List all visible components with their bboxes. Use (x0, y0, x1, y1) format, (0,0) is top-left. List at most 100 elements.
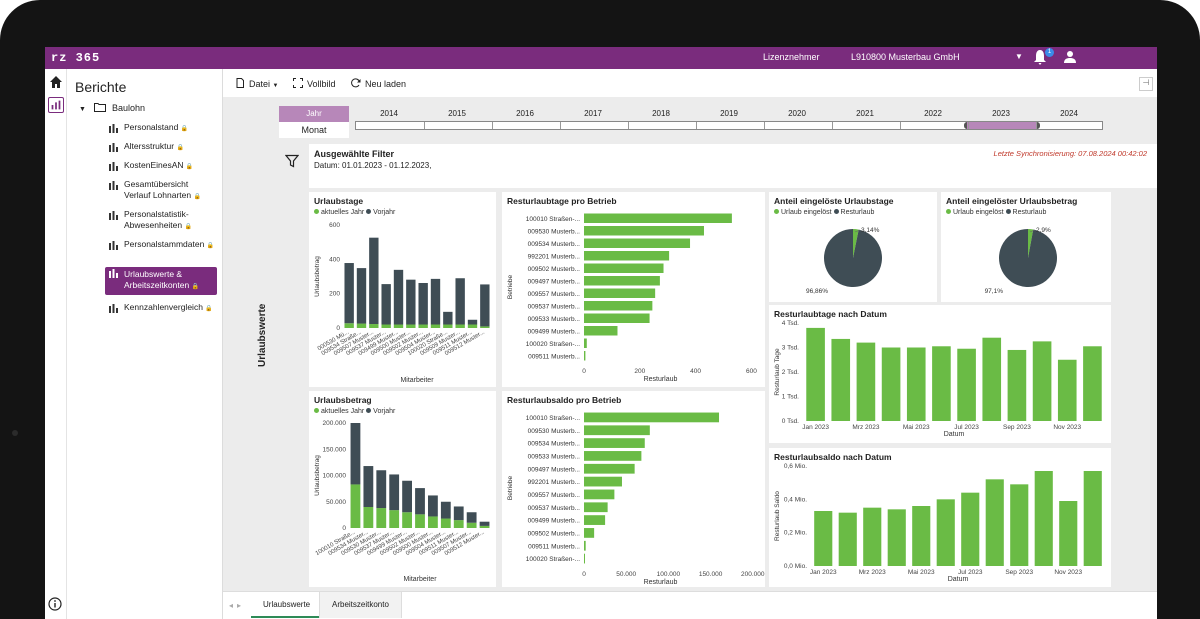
tab-arbeitszeitkonto[interactable]: Arbeitszeitkonto (319, 592, 402, 618)
reload-label: Neu laden (365, 79, 407, 89)
legend-previous: Vorjahr (373, 209, 396, 216)
timeline-slider[interactable] (355, 121, 1103, 130)
bar (584, 463, 635, 474)
fullscreen-button[interactable]: Vollbild (293, 78, 336, 89)
lock-icon: 🔒 (180, 126, 189, 132)
collapse-icon[interactable]: ▼ (79, 106, 86, 113)
timeline-year[interactable]: 2016 (516, 109, 534, 118)
bar-current-year (344, 323, 354, 328)
granularity-year[interactable]: Jahr (279, 106, 349, 122)
bar-current-year (428, 516, 438, 528)
timeline-tick (764, 122, 765, 129)
home-icon[interactable] (49, 75, 63, 89)
sidebar-item-kosteneinesan[interactable]: KostenEinesAN 🔒 (105, 160, 217, 173)
app-logo[interactable]: rz 365 (51, 51, 101, 65)
chart-plot: 100010 Straßen-... 009530 Musterb... 00953… (507, 213, 757, 383)
y-tick-label: 0,6 Mio. (784, 463, 807, 470)
x-tick-label: 600 (746, 368, 757, 375)
timeline-year[interactable]: 2021 (856, 109, 874, 118)
y-tick-label: 009511 Musterb... (528, 353, 580, 360)
y-tick-label: 0 Tsd. (782, 418, 799, 425)
x-tick-label: 50.000 (616, 571, 636, 578)
y-tick-label: 009557 Musterb... (528, 492, 581, 499)
license-dropdown-icon[interactable]: ▼ (1015, 52, 1023, 61)
y-tick-label: 100010 Straßen-... (526, 216, 580, 223)
sidebar-item-urlaubswerte[interactable]: Urlaubswerte & Arbeitszeitkonten 🔒 (105, 267, 217, 295)
granularity-month[interactable]: Monat (279, 122, 349, 138)
pin-icon[interactable]: ⊣ (1139, 77, 1153, 91)
y-tick-label: 150.000 (323, 446, 347, 453)
legend-swatch (946, 209, 951, 214)
fullscreen-label: Vollbild (307, 79, 336, 89)
timeline-year[interactable]: 2014 (380, 109, 398, 118)
timeline-year[interactable]: 2022 (924, 109, 942, 118)
chart-title: Resturlaubsaldo nach Datum (774, 452, 892, 462)
filter-icon[interactable] (285, 154, 299, 168)
user-icon[interactable] (1063, 50, 1077, 64)
timeline-year[interactable]: 2023 (992, 109, 1010, 118)
sidebar-item-label: Personalstammdaten (124, 239, 205, 249)
timeline-year[interactable]: 2017 (584, 109, 602, 118)
timeline-year[interactable]: 2024 (1060, 109, 1078, 118)
legend-swatch (1005, 209, 1011, 214)
chart-resturlaubtage-datum: Resturlaubtage nach Datum 0 Tsd. 1 Tsd. 2 … (769, 305, 1111, 443)
report-tabs: ◂▸ Urlaubswerte Arbeitszeitkonto (223, 591, 1157, 619)
bar (831, 338, 851, 421)
tab-urlaubswerte[interactable]: Urlaubswerte (251, 592, 323, 618)
chart-resturlaubsaldo-betrieb: Resturlaubsaldo pro Betrieb 100010 Straß… (502, 391, 765, 587)
y-tick-label: 009502 Musterb... (528, 266, 581, 273)
y-tick-label: 009499 Musterb... (528, 328, 581, 335)
x-axis-label: Mitarbeiter (400, 377, 434, 384)
y-tick-label: 600 (329, 222, 340, 229)
bar (584, 226, 704, 236)
bar (584, 540, 586, 551)
timeline-year[interactable]: 2020 (788, 109, 806, 118)
bar (584, 412, 720, 423)
chart-urlaubstage: Urlaubstage aktuelles Jahr Vorjahr 0 200 4… (309, 192, 496, 387)
bar-current-year (440, 518, 451, 528)
bar (957, 348, 976, 421)
chart-plot: 0 50.000 100.000 150.000 200.000 Urlaubsbetra… (314, 420, 490, 583)
timeline-year[interactable]: 2015 (448, 109, 466, 118)
chart-title: Urlaubstage (314, 196, 364, 206)
timeline-year[interactable]: 2018 (652, 109, 670, 118)
y-tick-label: 009537 Musterb... (528, 505, 581, 512)
bell-icon[interactable] (1033, 49, 1047, 65)
report-icon (109, 181, 118, 190)
sidebar-item-personalstammdaten[interactable]: Personalstammdaten 🔒 (105, 239, 217, 252)
bar (838, 512, 857, 566)
bar (887, 509, 906, 566)
sidebar-item-personalstatistik[interactable]: Personalstatistik-Abwesenheiten 🔒 (105, 209, 217, 233)
bar (936, 499, 955, 566)
timeline-year[interactable]: 2019 (720, 109, 738, 118)
timeline-selection-handle[interactable] (964, 122, 1040, 129)
sidebar-item-personalstand[interactable]: Personalstand 🔒 (105, 122, 217, 135)
filter-title: Ausgewählte Filter (314, 149, 395, 159)
tree-folder-baulohn[interactable]: ▼ Baulohn (79, 102, 145, 113)
bar (584, 213, 732, 223)
folder-label: Baulohn (111, 103, 145, 113)
legend-swatch (366, 209, 372, 214)
sidebar-item-gesamtuebersicht[interactable]: Gesamtübersicht Verlauf Lohnarten 🔒 (105, 179, 217, 203)
x-tick-label: Jan 2023 (810, 569, 837, 576)
reports-icon[interactable] (48, 97, 64, 113)
lock-icon: 🔒 (176, 145, 184, 151)
file-menu-button[interactable]: Datei ▼ (235, 78, 278, 89)
sidebar-item-kennzahlenvergleich[interactable]: Kennzahlenvergleich 🔒 (105, 302, 217, 315)
y-axis-label: Resturlaub Tage (774, 348, 781, 396)
bar-current-year (356, 323, 367, 328)
y-tick-label: 009533 Musterb... (528, 453, 581, 460)
sidebar-item-altersstruktur[interactable]: Altersstruktur 🔒 (105, 141, 217, 154)
sidebar-item-label: Kennzahlenvergleich (124, 302, 203, 312)
bar-current-year (479, 525, 490, 528)
chart-title: Resturlaubtage nach Datum (774, 309, 887, 319)
tab-scroll-arrows[interactable]: ◂▸ (229, 601, 246, 610)
bar (806, 327, 825, 421)
reload-button[interactable]: Neu laden (351, 78, 406, 89)
x-tick-label: 0 (582, 571, 586, 578)
file-icon (236, 78, 244, 88)
bar-current-year (389, 510, 400, 528)
info-icon[interactable] (48, 597, 62, 611)
bar-current-year (376, 508, 387, 528)
slice-leader (854, 229, 861, 233)
